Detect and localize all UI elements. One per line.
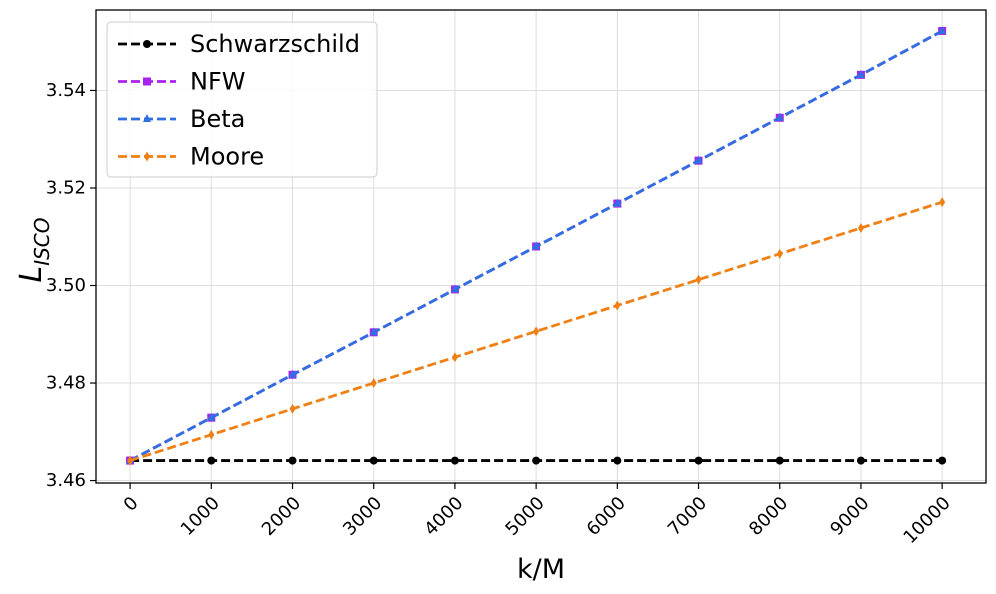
data-point-schwarzschild xyxy=(938,456,947,465)
y-axis-title-subscript: ISCO xyxy=(30,217,54,265)
legend-entry-schwarzschild: Schwarzschild xyxy=(118,30,360,58)
y-tick-label: 3.52 xyxy=(46,177,86,198)
y-axis-title: LISCO xyxy=(14,217,54,282)
data-point-moore xyxy=(370,378,377,389)
data-point-moore xyxy=(533,326,540,337)
legend-label: Schwarzschild xyxy=(190,30,360,58)
legend-entry-moore: Moore xyxy=(118,143,264,171)
data-point-beta xyxy=(369,327,378,336)
legend-box xyxy=(106,21,378,178)
y-tick-label: 3.54 xyxy=(46,80,86,101)
series-moore xyxy=(127,197,946,466)
x-tick-label: 0 xyxy=(120,493,143,516)
data-point-moore xyxy=(289,403,296,414)
data-point-schwarzschild xyxy=(532,456,541,465)
legend-swatch-marker xyxy=(143,40,151,48)
y-tick-label: 3.48 xyxy=(46,373,86,394)
y-tick-label: 3.50 xyxy=(46,275,86,296)
data-point-beta xyxy=(856,69,865,78)
data-point-schwarzschild xyxy=(450,456,459,465)
plot-frame xyxy=(95,9,987,484)
data-point-moore xyxy=(208,429,215,440)
legend-label: Beta xyxy=(190,105,245,133)
data-point-moore xyxy=(695,274,702,285)
data-point-schwarzschild xyxy=(694,456,703,465)
data-point-moore xyxy=(451,352,458,363)
data-point-beta xyxy=(288,369,297,378)
data-point-moore xyxy=(776,248,783,259)
series-line-moore xyxy=(129,200,943,462)
data-point-beta xyxy=(207,412,216,421)
x-tick-label: 3000 xyxy=(339,493,386,540)
data-point-schwarzschild xyxy=(207,456,216,465)
legend-entry-beta: Beta xyxy=(118,105,245,133)
data-point-beta xyxy=(775,112,784,121)
data-point-beta xyxy=(613,198,622,207)
x-tick-label: 10000 xyxy=(899,493,954,548)
x-axis-title: k/M xyxy=(517,554,565,585)
data-point-moore xyxy=(614,300,621,311)
x-tick-label: 6000 xyxy=(583,493,630,540)
x-tick-label: 2000 xyxy=(258,493,305,540)
x-tick-label: 9000 xyxy=(826,493,873,540)
data-point-beta xyxy=(450,284,459,293)
legend-label: Moore xyxy=(190,143,264,171)
x-tick-label: 8000 xyxy=(745,493,792,540)
series-schwarzschild xyxy=(126,456,947,465)
legend-label: NFW xyxy=(190,68,246,96)
y-axis-title-main: L xyxy=(14,266,49,283)
data-point-schwarzschild xyxy=(856,456,865,465)
legend-swatch-marker xyxy=(143,77,151,86)
x-tick-label: 1000 xyxy=(177,493,224,540)
x-tick-label: 5000 xyxy=(501,493,548,540)
legend-entry-nfw: NFW xyxy=(118,68,246,96)
data-point-beta xyxy=(532,241,541,250)
series-lines xyxy=(126,25,947,466)
legend-swatch-marker xyxy=(144,151,150,162)
data-point-moore xyxy=(127,455,134,466)
data-point-schwarzschild xyxy=(288,456,297,465)
series-beta xyxy=(126,25,947,464)
data-point-beta xyxy=(938,25,947,34)
legend: Schwarzschild NFW Beta Moore xyxy=(106,21,378,178)
x-tick-label: 4000 xyxy=(420,493,467,540)
data-point-schwarzschild xyxy=(775,456,784,465)
legend-swatch-marker xyxy=(143,114,151,122)
data-point-schwarzschild xyxy=(613,456,622,465)
y-tick-label: 3.46 xyxy=(46,470,86,491)
x-tick-label: 7000 xyxy=(664,493,711,540)
data-point-moore xyxy=(939,197,946,208)
data-point-moore xyxy=(857,222,864,233)
data-point-schwarzschild xyxy=(369,456,378,465)
data-point-beta xyxy=(694,155,703,164)
